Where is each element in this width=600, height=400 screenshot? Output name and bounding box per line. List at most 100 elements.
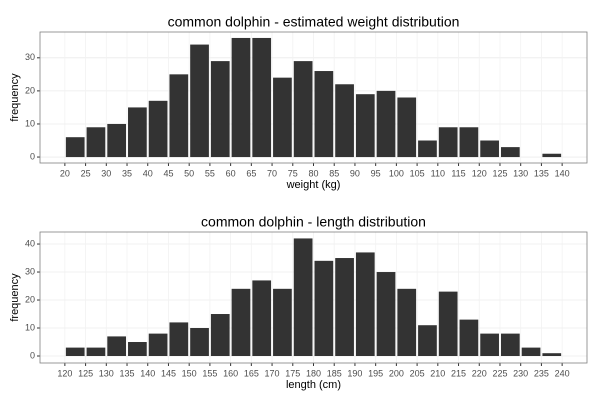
bar — [231, 37, 251, 158]
bar — [231, 288, 251, 357]
x-tick-label: 240 — [555, 368, 570, 378]
bar — [459, 127, 479, 158]
x-tick-label: 180 — [306, 368, 321, 378]
x-tick-label: 155 — [202, 368, 217, 378]
bar — [542, 153, 562, 158]
x-tick-label: 85 — [329, 168, 339, 178]
bar — [65, 137, 85, 158]
x-tick-label: 40 — [143, 168, 153, 178]
plot-border — [39, 231, 588, 364]
x-tick-label: 110 — [431, 168, 445, 178]
x-axis-label: weight (kg) — [286, 179, 341, 191]
bar — [542, 353, 562, 357]
x-tick-label: 115 — [451, 168, 465, 178]
bar — [418, 140, 437, 158]
x-tick-label: 25 — [81, 168, 91, 178]
x-tick-label: 195 — [368, 368, 383, 378]
bar — [500, 333, 520, 357]
bar — [169, 322, 189, 357]
x-tick-label: 80 — [308, 168, 318, 178]
bar — [376, 90, 396, 158]
x-tick-label: 55 — [205, 168, 215, 178]
bar — [273, 77, 292, 158]
bar — [438, 291, 458, 357]
x-axis-label: length (cm) — [286, 379, 341, 391]
x-tick-label: 60 — [226, 168, 236, 178]
x-tick-label: 75 — [288, 168, 298, 178]
bar — [148, 333, 168, 357]
bar — [107, 336, 127, 357]
y-tick-label: 0 — [30, 350, 35, 360]
x-tick-label: 140 — [140, 368, 155, 378]
x-tick-label: 70 — [267, 168, 277, 178]
chart-title: common dolphin - length distribution — [201, 214, 426, 230]
x-tick-label: 130 — [99, 368, 114, 378]
bar — [397, 97, 417, 158]
bar — [190, 44, 209, 158]
bar — [86, 127, 106, 158]
y-tick-label: 0 — [30, 151, 35, 161]
x-tick-label: 170 — [265, 368, 280, 378]
x-tick-label: 150 — [182, 368, 197, 378]
x-tick-label: 20 — [60, 168, 70, 178]
bar — [148, 100, 168, 158]
x-tick-label: 160 — [223, 368, 238, 378]
y-tick-label: 20 — [25, 85, 35, 95]
y-tick-label: 30 — [25, 266, 35, 276]
x-tick-label: 90 — [350, 168, 360, 178]
x-tick-label: 120 — [57, 368, 72, 378]
bar — [128, 107, 147, 158]
bar — [521, 347, 541, 357]
x-tick-label: 50 — [184, 168, 194, 178]
x-tick-label: 145 — [161, 368, 176, 378]
bar — [210, 314, 230, 357]
bar — [376, 272, 396, 357]
x-tick-label: 200 — [389, 368, 404, 378]
bar — [314, 260, 334, 357]
bar — [314, 71, 334, 158]
x-tick-label: 135 — [534, 168, 549, 178]
x-tick-label: 130 — [513, 168, 528, 178]
x-tick-label: 65 — [246, 168, 256, 178]
x-tick-label: 125 — [492, 168, 507, 178]
bar — [355, 94, 375, 158]
bar — [293, 238, 313, 357]
bar — [210, 61, 230, 158]
x-tick-label: 100 — [389, 168, 404, 178]
bar — [335, 258, 354, 357]
y-axis-label: frequency — [9, 73, 21, 122]
x-tick-label: 120 — [472, 168, 487, 178]
x-tick-label: 165 — [244, 368, 259, 378]
x-tick-label: 175 — [285, 368, 300, 378]
bar — [273, 288, 292, 357]
bar — [293, 61, 313, 158]
bar — [65, 347, 85, 357]
x-tick-label: 230 — [513, 368, 528, 378]
x-tick-label: 95 — [371, 168, 381, 178]
y-tick-label: 30 — [25, 52, 35, 62]
bar — [190, 328, 209, 357]
bar — [355, 252, 375, 357]
bar — [418, 325, 437, 357]
x-tick-label: 215 — [451, 368, 466, 378]
x-tick-label: 30 — [101, 168, 111, 178]
x-tick-label: 190 — [347, 368, 362, 378]
bar — [397, 288, 417, 357]
bar — [335, 84, 354, 158]
x-tick-label: 185 — [327, 368, 342, 378]
y-tick-label: 40 — [25, 238, 35, 248]
bar — [459, 319, 479, 357]
bar — [128, 342, 147, 357]
bar — [500, 147, 520, 158]
x-tick-label: 140 — [555, 168, 570, 178]
chart-title: common dolphin - estimated weight distri… — [168, 14, 460, 30]
y-tick-label: 10 — [25, 322, 35, 332]
x-tick-label: 210 — [430, 368, 445, 378]
bar — [480, 140, 499, 158]
y-tick-label: 20 — [25, 294, 35, 304]
y-tick-label: 10 — [25, 118, 35, 128]
x-tick-label: 125 — [78, 368, 93, 378]
bar — [252, 280, 272, 357]
bar — [169, 74, 189, 158]
